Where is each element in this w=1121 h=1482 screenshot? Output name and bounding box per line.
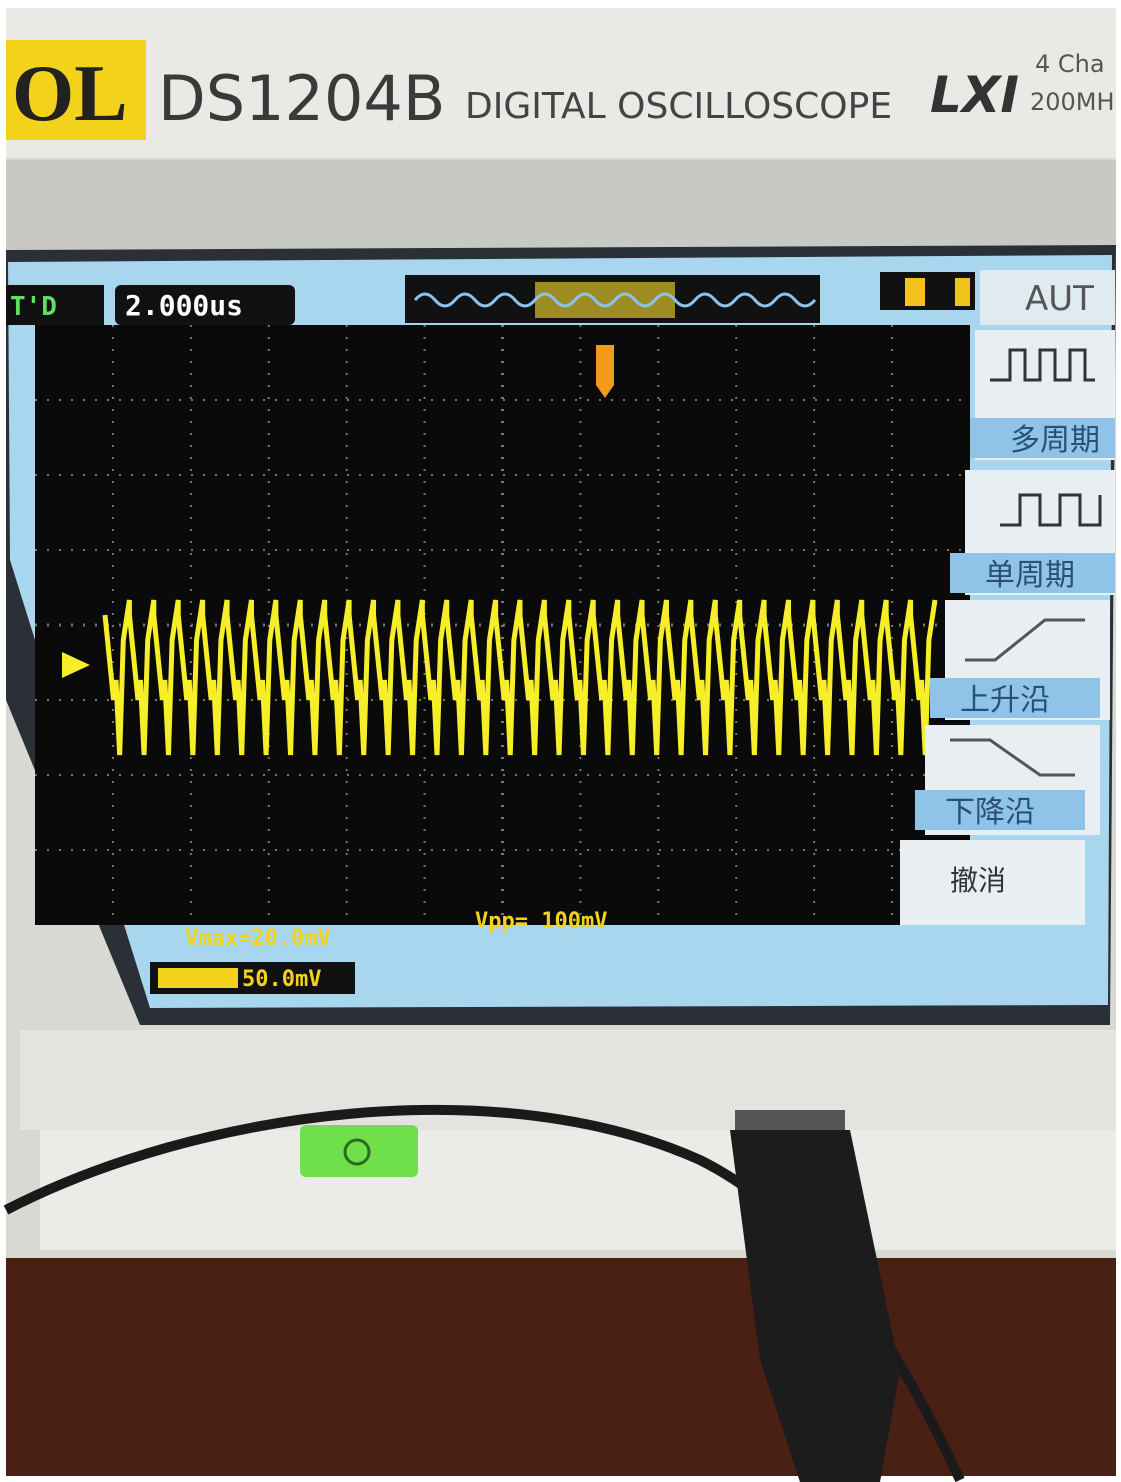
description: DIGITAL OSCILLOSCOPE	[465, 86, 892, 127]
measurement: Vpp= 100mV	[475, 909, 607, 934]
menu-item[interactable]: 多周期	[1010, 423, 1100, 458]
page: OL DS1204B DIGITAL OSCILLOSCOPE LXI 4 Ch…	[0, 0, 1121, 1482]
lower-bezel	[20, 1030, 1116, 1130]
trigger-mode: T'D	[10, 292, 57, 322]
timebase: 2.000us	[125, 289, 243, 322]
brand: OL	[12, 50, 128, 138]
channel-badge	[158, 968, 238, 988]
menu-item[interactable]: 下降沿	[945, 795, 1035, 830]
menu-item[interactable]: 撤消	[950, 864, 1006, 897]
model: DS1204B	[158, 62, 445, 135]
menu-item[interactable]: 单周期	[985, 558, 1075, 593]
menu-item[interactable]: 上升沿	[960, 683, 1050, 718]
front-panel	[40, 1130, 1116, 1250]
lxi-logo: LXI	[930, 66, 1019, 124]
bezel-top	[6, 160, 1116, 250]
channels: 4 Cha	[1035, 50, 1105, 78]
trigger-edge-icon	[905, 278, 925, 306]
channel-scale: 50.0mV	[242, 967, 321, 992]
trigger-level-icon	[955, 278, 970, 306]
photo: OL DS1204B DIGITAL OSCILLOSCOPE LXI 4 Ch…	[0, 0, 1121, 1482]
menu-title: AUT	[1025, 279, 1094, 319]
bandwidth: 200MH	[1030, 88, 1115, 116]
power-button[interactable]	[300, 1125, 418, 1177]
measurement: Vmax=20.0mV	[185, 926, 331, 951]
